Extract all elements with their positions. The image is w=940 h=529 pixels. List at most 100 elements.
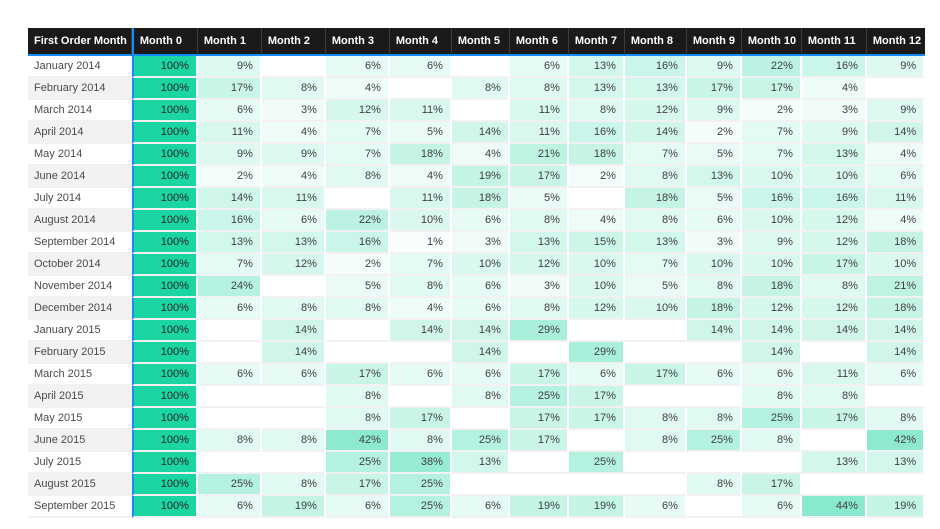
matrix-cell[interactable]: 100%: [131, 320, 198, 342]
matrix-cell[interactable]: 6%: [624, 496, 687, 518]
row-label[interactable]: June 2015: [28, 430, 132, 452]
matrix-cell[interactable]: 17%: [568, 408, 625, 430]
matrix-cell[interactable]: [686, 342, 742, 364]
matrix-cell[interactable]: 8%: [686, 408, 742, 430]
matrix-cell[interactable]: 100%: [131, 474, 198, 496]
matrix-cell[interactable]: 18%: [686, 298, 742, 320]
matrix-cell[interactable]: [451, 100, 510, 122]
matrix-cell[interactable]: 10%: [568, 254, 625, 276]
row-label[interactable]: January 2015: [28, 320, 132, 342]
matrix-cell[interactable]: 6%: [568, 364, 625, 386]
matrix-cell[interactable]: [741, 452, 802, 474]
matrix-cell[interactable]: 4%: [866, 144, 926, 166]
matrix-cell[interactable]: 8%: [624, 166, 687, 188]
matrix-cell[interactable]: 100%: [131, 430, 198, 452]
matrix-cell[interactable]: 10%: [801, 166, 867, 188]
matrix-cell[interactable]: 6%: [866, 364, 926, 386]
row-label[interactable]: September 2014: [28, 232, 132, 254]
matrix-cell[interactable]: 14%: [451, 122, 510, 144]
matrix-cell[interactable]: 8%: [624, 430, 687, 452]
matrix-cell[interactable]: 19%: [451, 166, 510, 188]
matrix-cell[interactable]: 2%: [325, 254, 390, 276]
column-header-month-0[interactable]: Month 0: [131, 28, 198, 56]
matrix-cell[interactable]: 13%: [509, 232, 569, 254]
column-header-month-1[interactable]: Month 1: [197, 28, 262, 56]
matrix-cell[interactable]: 18%: [741, 276, 802, 298]
matrix-cell[interactable]: 29%: [509, 320, 569, 342]
matrix-cell[interactable]: 11%: [509, 100, 569, 122]
matrix-cell[interactable]: 17%: [389, 408, 452, 430]
matrix-cell[interactable]: 17%: [741, 78, 802, 100]
matrix-cell[interactable]: 3%: [801, 100, 867, 122]
matrix-cell[interactable]: 6%: [451, 210, 510, 232]
column-header-month-8[interactable]: Month 8: [624, 28, 687, 56]
matrix-cell[interactable]: 13%: [568, 56, 625, 78]
matrix-cell[interactable]: 17%: [686, 78, 742, 100]
column-header-month-10[interactable]: Month 10: [741, 28, 802, 56]
matrix-cell[interactable]: 4%: [261, 122, 326, 144]
matrix-cell[interactable]: 10%: [741, 210, 802, 232]
matrix-cell[interactable]: 25%: [197, 474, 262, 496]
matrix-cell[interactable]: 6%: [261, 364, 326, 386]
matrix-cell[interactable]: 9%: [197, 56, 262, 78]
matrix-cell[interactable]: 8%: [261, 430, 326, 452]
matrix-cell[interactable]: 5%: [509, 188, 569, 210]
matrix-cell[interactable]: [261, 408, 326, 430]
column-header-month-11[interactable]: Month 11: [801, 28, 867, 56]
matrix-cell[interactable]: 19%: [509, 496, 569, 518]
matrix-cell[interactable]: [624, 386, 687, 408]
row-label[interactable]: June 2014: [28, 166, 132, 188]
matrix-cell[interactable]: 15%: [568, 232, 625, 254]
matrix-cell[interactable]: 25%: [325, 452, 390, 474]
matrix-cell[interactable]: 6%: [451, 276, 510, 298]
matrix-cell[interactable]: 1%: [389, 232, 452, 254]
matrix-cell[interactable]: [325, 188, 390, 210]
matrix-cell[interactable]: 8%: [261, 78, 326, 100]
matrix-cell[interactable]: 7%: [389, 254, 452, 276]
matrix-cell[interactable]: 21%: [509, 144, 569, 166]
matrix-cell[interactable]: 6%: [741, 364, 802, 386]
matrix-cell[interactable]: 3%: [261, 100, 326, 122]
matrix-cell[interactable]: [624, 474, 687, 496]
matrix-cell[interactable]: 8%: [686, 474, 742, 496]
matrix-cell[interactable]: 14%: [389, 320, 452, 342]
matrix-cell[interactable]: 8%: [509, 210, 569, 232]
matrix-cell[interactable]: 21%: [866, 276, 926, 298]
matrix-cell[interactable]: [197, 342, 262, 364]
matrix-cell[interactable]: [568, 474, 625, 496]
matrix-cell[interactable]: 14%: [451, 342, 510, 364]
matrix-cell[interactable]: 3%: [509, 276, 569, 298]
column-header-month-6[interactable]: Month 6: [509, 28, 569, 56]
matrix-cell[interactable]: [197, 452, 262, 474]
row-label[interactable]: May 2014: [28, 144, 132, 166]
matrix-cell[interactable]: [197, 408, 262, 430]
matrix-cell[interactable]: 100%: [131, 408, 198, 430]
matrix-cell[interactable]: 8%: [624, 210, 687, 232]
row-label[interactable]: September 2015: [28, 496, 132, 518]
matrix-cell[interactable]: 13%: [451, 452, 510, 474]
matrix-cell[interactable]: 18%: [866, 232, 926, 254]
matrix-cell[interactable]: 8%: [801, 276, 867, 298]
matrix-cell[interactable]: 4%: [451, 144, 510, 166]
matrix-cell[interactable]: 6%: [866, 166, 926, 188]
matrix-cell[interactable]: [801, 430, 867, 452]
matrix-cell[interactable]: 18%: [866, 298, 926, 320]
matrix-cell[interactable]: 8%: [509, 78, 569, 100]
column-header-month-12[interactable]: Month 12: [866, 28, 926, 56]
matrix-cell[interactable]: 16%: [741, 188, 802, 210]
row-label[interactable]: October 2014: [28, 254, 132, 276]
matrix-cell[interactable]: 7%: [624, 254, 687, 276]
matrix-cell[interactable]: [261, 386, 326, 408]
matrix-cell[interactable]: 6%: [197, 364, 262, 386]
matrix-cell[interactable]: [866, 386, 926, 408]
matrix-cell[interactable]: 8%: [389, 276, 452, 298]
matrix-cell[interactable]: 25%: [741, 408, 802, 430]
row-label[interactable]: August 2015: [28, 474, 132, 496]
matrix-cell[interactable]: 13%: [801, 144, 867, 166]
matrix-cell[interactable]: 6%: [686, 364, 742, 386]
matrix-cell[interactable]: 5%: [686, 144, 742, 166]
matrix-cell[interactable]: 18%: [624, 188, 687, 210]
matrix-cell[interactable]: 100%: [131, 100, 198, 122]
matrix-cell[interactable]: [866, 474, 926, 496]
matrix-cell[interactable]: 8%: [801, 386, 867, 408]
